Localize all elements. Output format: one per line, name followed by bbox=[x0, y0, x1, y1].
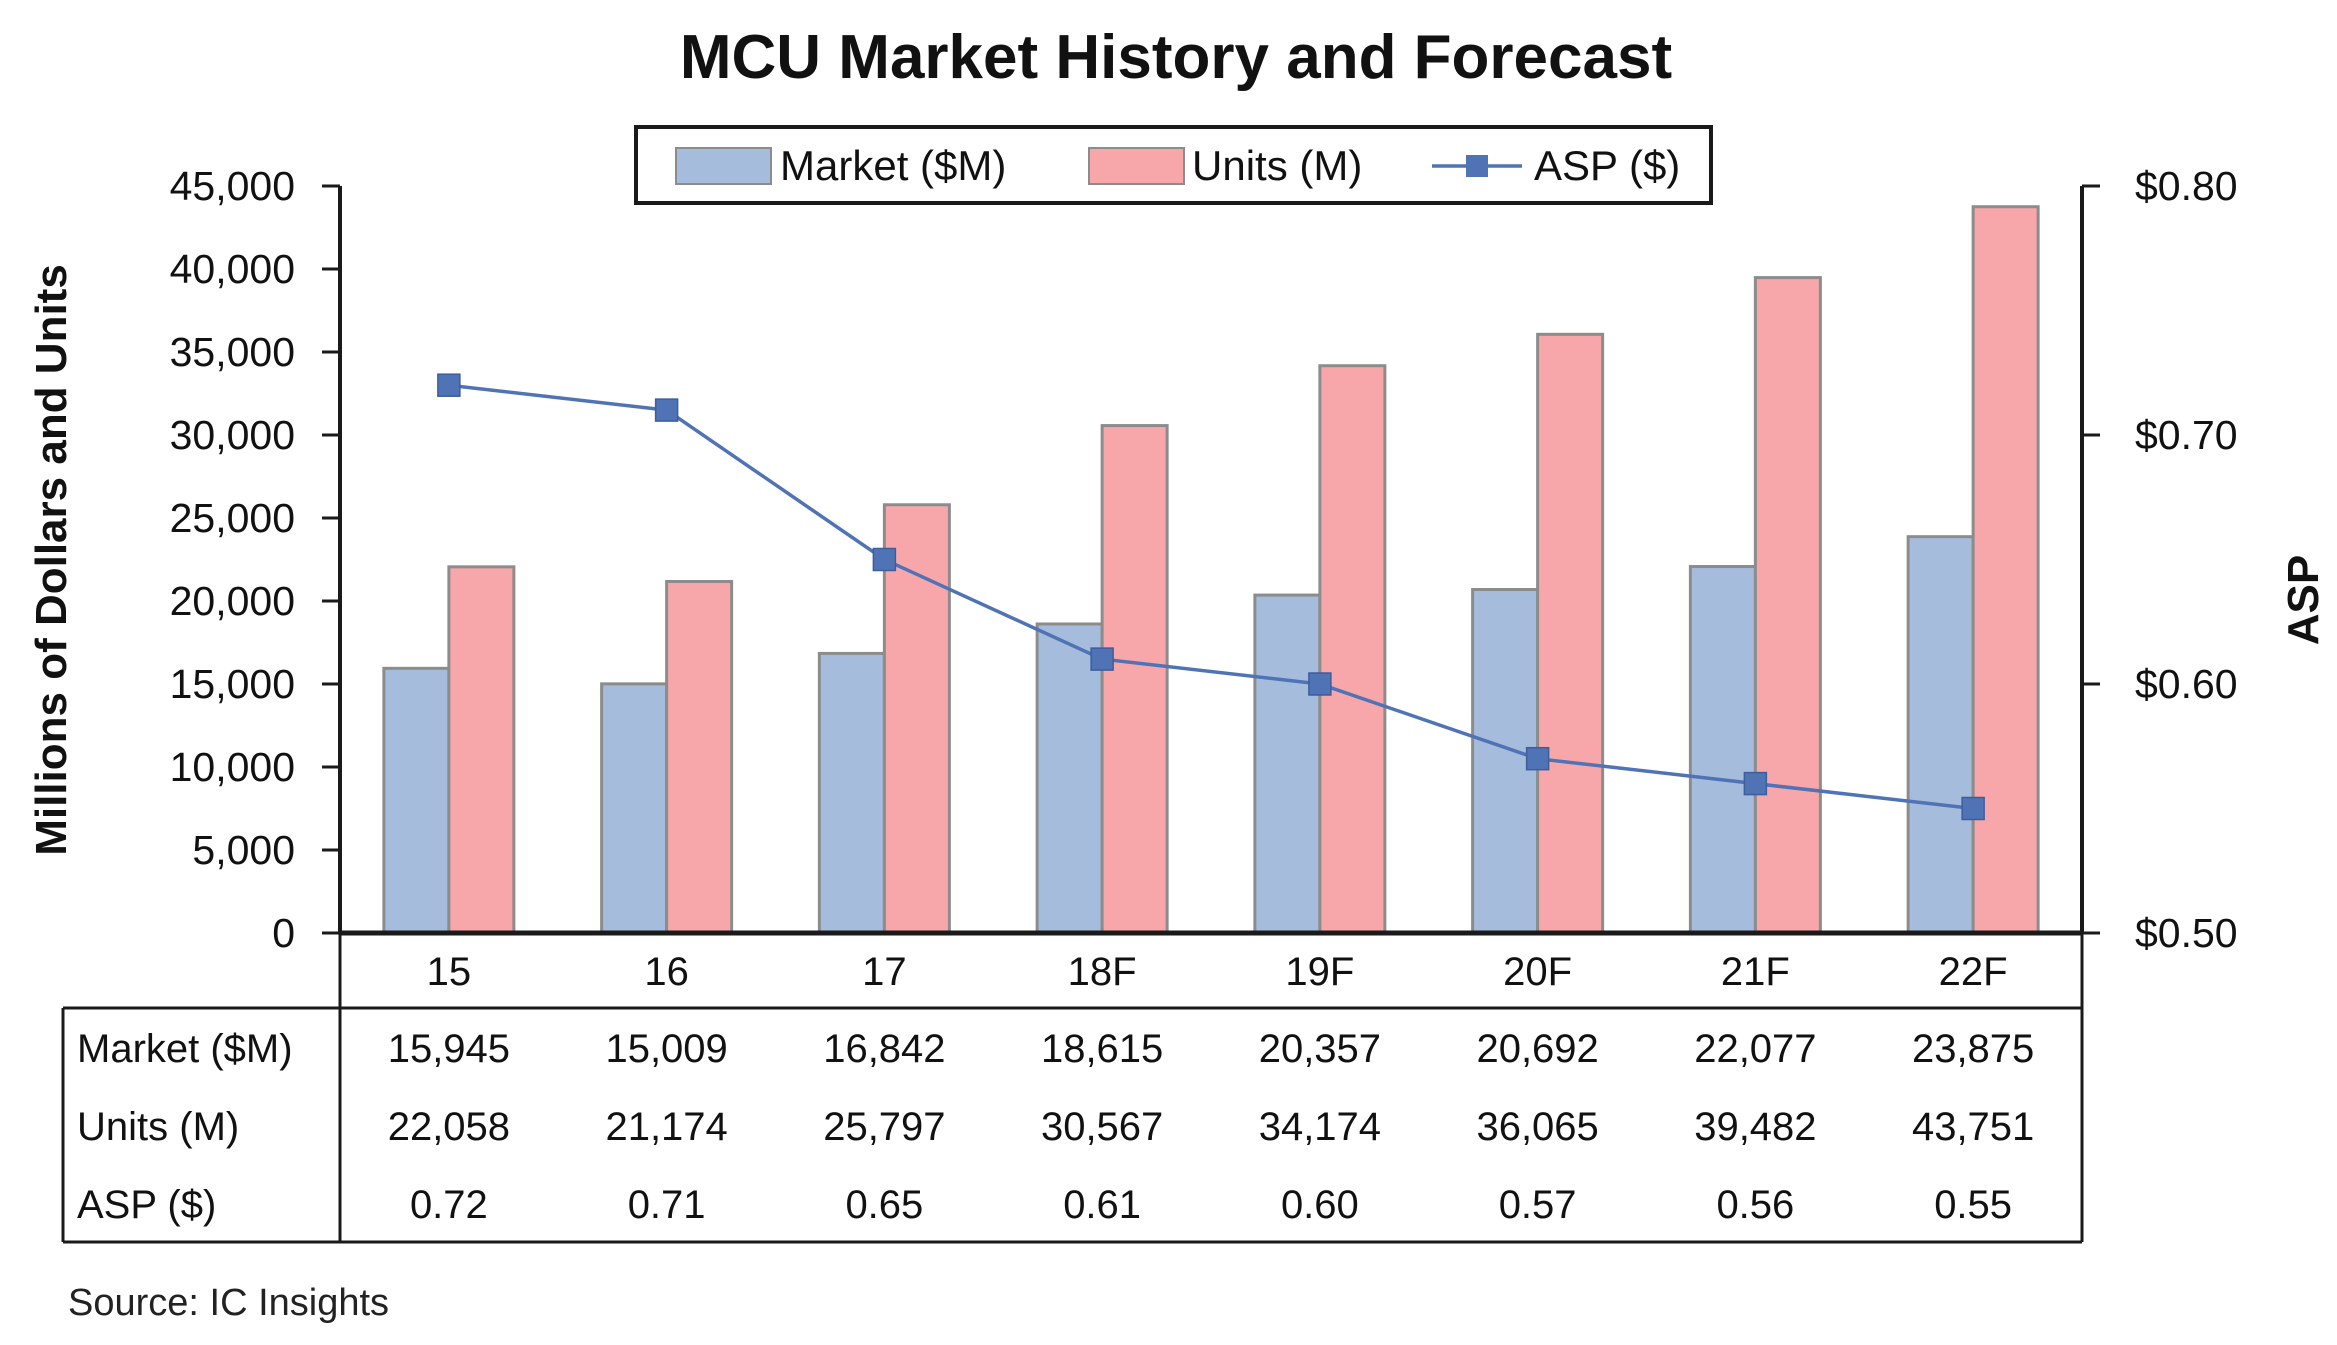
asp-line-series bbox=[437, 373, 1985, 821]
legend: Market ($M) Units (M) ASP ($) bbox=[634, 125, 1713, 205]
table-row-label: ASP ($) bbox=[77, 1183, 216, 1227]
bar-market-21F bbox=[1688, 565, 1757, 935]
bar-units-20F bbox=[1536, 332, 1605, 935]
x-category-label: 15 bbox=[427, 950, 472, 994]
y-tick-label: 40,000 bbox=[170, 246, 295, 292]
asp-point-20F bbox=[1525, 746, 1550, 771]
asp-point-21F bbox=[1743, 771, 1768, 796]
table-row-label: Units (M) bbox=[77, 1105, 239, 1149]
table-cell: 16,842 bbox=[823, 1027, 945, 1071]
bar-units-15 bbox=[447, 565, 516, 935]
bar-units-22F bbox=[1971, 205, 2040, 935]
y2-tick-label: $0.80 bbox=[2135, 163, 2238, 209]
asp-point-22F bbox=[1961, 796, 1985, 821]
table-cell: 22,077 bbox=[1694, 1027, 1816, 1071]
asp-point-15 bbox=[437, 373, 461, 397]
table-cell: 39,482 bbox=[1694, 1105, 1816, 1149]
y-tick-label: 25,000 bbox=[170, 495, 295, 541]
data-table: 15 16 17 18F 19F 20F 21F 22F Market ($M) 15,945 15… bbox=[61, 933, 2084, 1244]
table-cell: 0.56 bbox=[1716, 1183, 1794, 1227]
table-cell: 20,357 bbox=[1259, 1027, 1381, 1071]
y-tick-label: 5,000 bbox=[192, 827, 295, 873]
x-category-label: 20F bbox=[1503, 950, 1572, 994]
bar-series-0 bbox=[382, 535, 1975, 935]
legend-label-units: Units (M) bbox=[1192, 142, 1362, 189]
y-tick-label: 20,000 bbox=[170, 578, 295, 624]
x-category-label: 18F bbox=[1068, 950, 1137, 994]
table-row-label: Market ($M) bbox=[77, 1027, 293, 1071]
y2-tick-label: $0.70 bbox=[2135, 412, 2238, 458]
asp-point-16 bbox=[654, 398, 679, 422]
bar-units-21F bbox=[1753, 276, 1822, 935]
asp-point-19F bbox=[1308, 672, 1332, 696]
y2-tick-label: $0.50 bbox=[2135, 910, 2238, 956]
y-tick-label: 10,000 bbox=[170, 744, 295, 790]
table-cell: 0.57 bbox=[1499, 1183, 1577, 1227]
bar-series-1 bbox=[447, 205, 2040, 935]
asp-point-17 bbox=[872, 547, 897, 572]
y-tick-label: 35,000 bbox=[170, 329, 295, 375]
x-category-label: 16 bbox=[644, 950, 689, 994]
asp-point-18F bbox=[1090, 647, 1114, 671]
x-category-label: 22F bbox=[1939, 950, 2008, 994]
bar-units-19F bbox=[1318, 364, 1387, 935]
bar-market-17 bbox=[817, 651, 886, 935]
table-cell: 0.72 bbox=[410, 1183, 488, 1227]
bar-marks bbox=[382, 205, 2040, 935]
legend-label-market: Market ($M) bbox=[780, 142, 1006, 189]
table-cell: 23,875 bbox=[1912, 1027, 2034, 1071]
legend-swatch-units bbox=[1088, 147, 1185, 185]
y-tick-label: 0 bbox=[272, 910, 295, 956]
x-category-label: 17 bbox=[862, 950, 907, 994]
legend-swatch-asp-marker bbox=[1466, 155, 1488, 177]
table-cell: 0.61 bbox=[1063, 1183, 1141, 1227]
table-cell: 25,797 bbox=[823, 1105, 945, 1149]
y-tick-label: 15,000 bbox=[170, 661, 295, 707]
table-cell: 21,174 bbox=[605, 1105, 727, 1149]
table-cell: 34,174 bbox=[1259, 1105, 1381, 1149]
table-cell: 15,945 bbox=[388, 1027, 510, 1071]
bar-market-19F bbox=[1253, 593, 1322, 935]
legend-label-asp: ASP ($) bbox=[1534, 142, 1680, 189]
table-cell: 36,065 bbox=[1476, 1105, 1598, 1149]
x-category-label: 19F bbox=[1285, 950, 1354, 994]
table-cell: 20,692 bbox=[1476, 1027, 1598, 1071]
table-cell: 30,567 bbox=[1041, 1105, 1163, 1149]
bar-units-16 bbox=[665, 580, 734, 935]
bar-units-18F bbox=[1100, 424, 1169, 935]
y2-axis-title: ASP bbox=[2279, 555, 2328, 645]
x-category-label: 21F bbox=[1721, 950, 1790, 994]
bar-market-15 bbox=[382, 666, 451, 935]
table-cell: 0.65 bbox=[845, 1183, 923, 1227]
bar-market-22F bbox=[1906, 535, 1975, 935]
table-cell: 0.71 bbox=[628, 1183, 706, 1227]
legend-swatch-market bbox=[675, 147, 772, 185]
y2-tick-label: $0.60 bbox=[2135, 661, 2238, 707]
table-cell: 43,751 bbox=[1912, 1105, 2034, 1149]
y-tick-label: 30,000 bbox=[170, 412, 295, 458]
table-cell: 18,615 bbox=[1041, 1027, 1163, 1071]
table-cell: 22,058 bbox=[388, 1105, 510, 1149]
axes: 0 5,000 10,000 15,000 20,000 25,000 30,000 35,0… bbox=[27, 163, 2328, 956]
chart-title: MCU Market History and Forecast bbox=[680, 23, 1672, 92]
table-cell: 0.60 bbox=[1281, 1183, 1359, 1227]
table-cell: 15,009 bbox=[605, 1027, 727, 1071]
y-tick-label: 45,000 bbox=[170, 163, 295, 209]
y-axis-title: Millions of Dollars and Units bbox=[27, 264, 76, 856]
asp-line bbox=[448, 383, 1974, 811]
source-note: Source: IC Insights bbox=[68, 1282, 389, 1324]
bar-market-16 bbox=[600, 682, 669, 935]
table-cell: 0.55 bbox=[1934, 1183, 2012, 1227]
bar-market-18F bbox=[1035, 622, 1104, 935]
